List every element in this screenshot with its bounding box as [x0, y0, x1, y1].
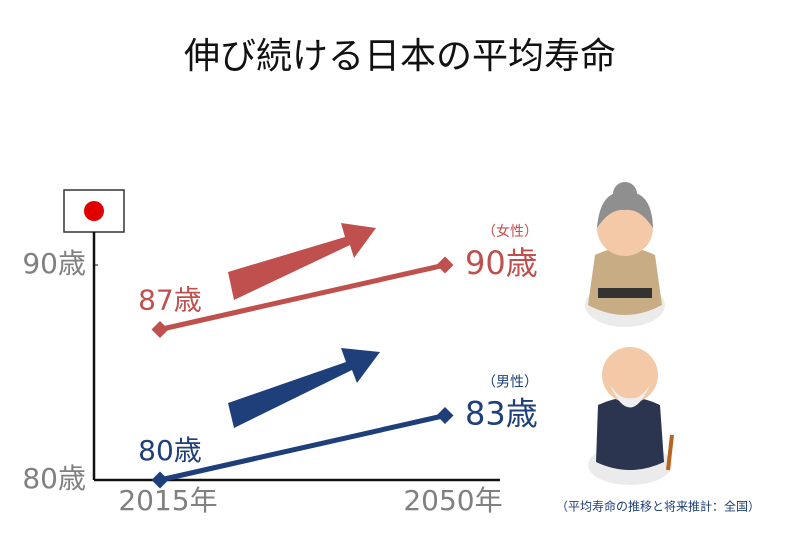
point-marker: [151, 471, 169, 489]
series-line: [159, 413, 446, 483]
y-tick-label: 80歳: [22, 462, 86, 495]
y-tick-label: 90歳: [22, 247, 86, 280]
data-label: 90歳: [465, 244, 538, 282]
arrow-female: [228, 223, 376, 300]
legend-label: （女性）: [482, 223, 538, 240]
point-marker: [151, 321, 169, 338]
flag-sun: [84, 201, 104, 221]
data-label: 83歳: [465, 395, 538, 433]
x-tick-label: 2015年: [118, 484, 217, 517]
point-marker: [436, 407, 454, 424]
illustration-man: [588, 347, 674, 485]
data-label: 87歳: [138, 284, 202, 317]
x-tick-label: 2050年: [403, 484, 502, 517]
illustration-woman: [585, 182, 665, 327]
source-note: （平均寿命の推移と将来推計：全国）: [556, 499, 760, 514]
point-marker: [436, 256, 454, 274]
data-label: 80歳: [138, 434, 202, 467]
legend-label: （男性）: [482, 375, 538, 391]
chart-title: 伸び続ける日本の平均寿命: [184, 36, 616, 77]
series-line: [159, 262, 446, 332]
arrow-male: [228, 348, 380, 428]
